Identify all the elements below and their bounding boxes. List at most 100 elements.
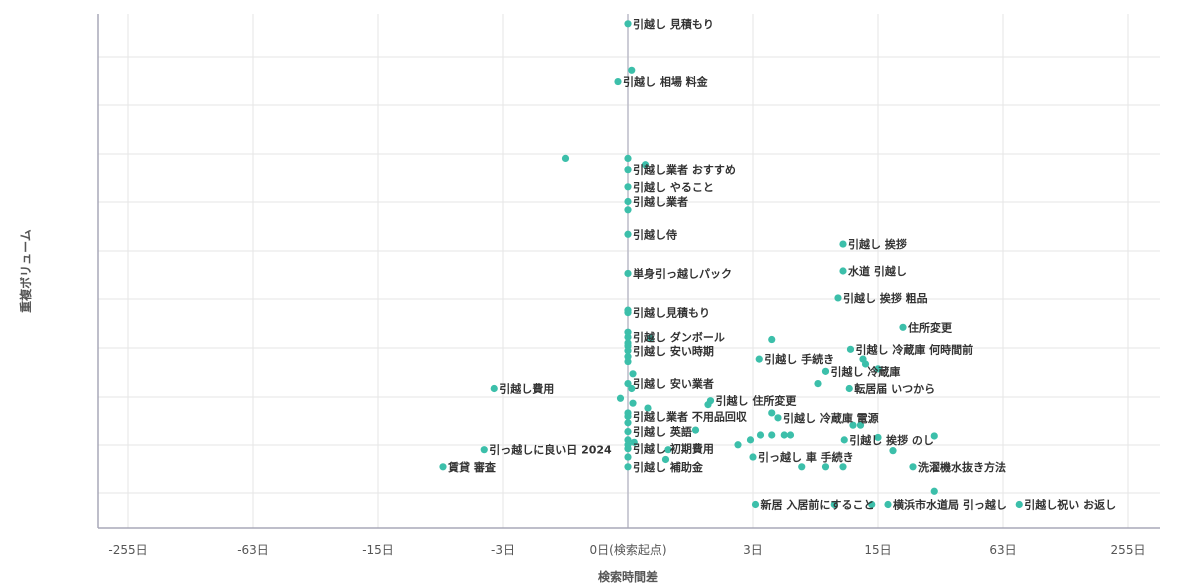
data-point	[856, 421, 865, 429]
data-point	[830, 500, 838, 509]
data-point	[624, 379, 632, 388]
data-point	[706, 397, 715, 405]
data-point	[861, 360, 870, 368]
y-axis-title: 重複ボリューム	[18, 229, 33, 313]
point-label: 水道 引越し	[848, 264, 907, 278]
data-point	[774, 414, 782, 422]
data-point	[624, 269, 632, 278]
data-point	[884, 500, 892, 509]
data-point	[624, 206, 632, 214]
x-tick-label: 3日	[743, 543, 763, 557]
data-point	[624, 463, 632, 471]
data-point	[786, 431, 795, 439]
data-point	[930, 487, 938, 495]
point-label: 引越し業者 不用品回収	[633, 409, 748, 423]
point-label: 住所変更	[908, 320, 953, 334]
data-point	[624, 154, 632, 163]
data-point	[641, 161, 650, 169]
data-point	[629, 399, 637, 407]
point-label: 引っ越しに良い日 2024	[489, 443, 612, 457]
point-label: 横浜市水道局 引っ越し	[893, 498, 1007, 512]
point-label: 引越し 補助金	[633, 460, 704, 474]
x-tick-labels: -255日 -63日 -15日 -3日 0日(検索起点) 3日 15日 63日 255日	[108, 543, 1145, 557]
point-label: 引越し 冷蔵庫 電源	[783, 411, 879, 425]
point-label: 引越し 冷蔵庫	[831, 364, 901, 378]
data-point	[616, 394, 625, 402]
data-point	[821, 463, 830, 471]
data-point	[756, 431, 765, 439]
data-point	[629, 370, 637, 378]
x-tick-label: 0日(検索起点)	[590, 543, 667, 557]
data-point	[644, 404, 652, 412]
point-label: 引越し 安い時期	[633, 344, 714, 358]
point-label: 引越し ダンボール	[633, 330, 725, 344]
data-point	[624, 357, 632, 366]
data-point	[624, 412, 632, 420]
point-label: 引越し侍	[633, 227, 677, 241]
point-label: 引越し 冷蔵庫 何時間前	[856, 342, 974, 356]
point-label: 引越し祝い お返し	[1024, 498, 1116, 512]
data-point	[646, 334, 655, 342]
x-axis-title: 検索時間差	[598, 569, 658, 584]
point-label: 引越し業者	[633, 194, 688, 208]
data-point	[480, 446, 488, 454]
point-label: 洗濯機水抜き方法	[918, 460, 1006, 474]
data-point	[846, 345, 855, 353]
x-tick-label: -63日	[237, 543, 269, 557]
x-tick-label: -255日	[108, 543, 147, 557]
point-label: 引越し 見積もり	[633, 17, 714, 31]
data-point	[624, 197, 632, 206]
data-point	[768, 335, 776, 344]
data-point	[624, 419, 632, 427]
data-point	[624, 183, 632, 191]
data-point	[624, 309, 632, 317]
data-point	[630, 438, 638, 446]
data-point	[439, 463, 447, 471]
data-point	[624, 20, 632, 28]
data-point	[909, 463, 917, 471]
point-label: 引越し 英語	[633, 425, 692, 439]
point-label: 新居 入居前にすること	[761, 498, 875, 512]
data-point	[749, 453, 757, 461]
data-point	[624, 427, 632, 436]
data-point	[561, 154, 570, 163]
data-point	[839, 463, 847, 471]
point-label: 引越し 安い業者	[633, 377, 714, 391]
x-tick-label: 255日	[1111, 543, 1146, 557]
data-point	[868, 500, 876, 509]
x-tick-label: -15日	[362, 543, 394, 557]
data-point	[490, 384, 498, 393]
x-tick-label: 63日	[989, 543, 1016, 557]
data-point	[746, 436, 755, 444]
data-point	[821, 367, 830, 375]
data-point	[755, 355, 763, 363]
data-point	[624, 347, 632, 355]
data-point	[849, 421, 857, 429]
point-label: 引越し見積もり	[633, 306, 710, 320]
data-point	[845, 384, 853, 393]
data-point	[814, 379, 822, 388]
data-point	[834, 294, 842, 302]
data-point	[899, 323, 907, 331]
point-label: 引越し 挨拶	[848, 237, 907, 251]
data-point	[628, 66, 636, 74]
point-label: 賃貸 審査	[447, 460, 496, 474]
x-tick-label: 15日	[864, 543, 891, 557]
data-point	[840, 436, 848, 444]
point-label: 引越し 住所変更	[716, 394, 798, 408]
data-point	[768, 431, 776, 439]
point-label: 引越し 挨拶 粗品	[843, 291, 928, 305]
data-point	[614, 77, 622, 86]
data-points	[439, 20, 1023, 509]
data-point	[1015, 500, 1023, 509]
point-label: 引越し費用	[499, 381, 554, 395]
data-point	[624, 166, 632, 174]
data-point	[768, 409, 776, 417]
point-label: 単身引っ越しパック	[633, 266, 732, 280]
point-label: 引越し 相場 料金	[623, 75, 709, 89]
data-point	[628, 384, 636, 393]
data-point	[874, 365, 882, 373]
data-point	[624, 453, 632, 461]
